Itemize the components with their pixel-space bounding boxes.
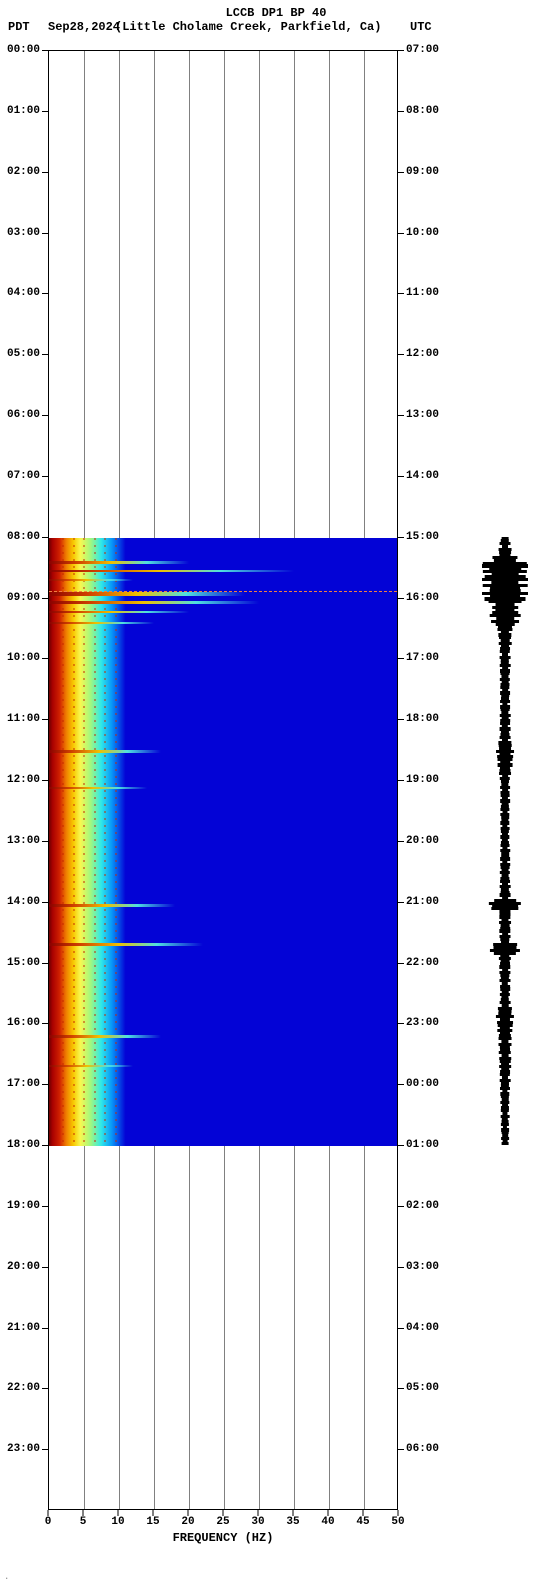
y-left-tick-label: 10:00	[7, 652, 40, 664]
y-right-tick-label: 05:00	[406, 1382, 439, 1394]
y-left-tick-label: 11:00	[7, 713, 40, 725]
y-left-tick-label: 00:00	[7, 44, 40, 56]
y-right-tick-label: 14:00	[406, 470, 439, 482]
y-right-tick-label: 06:00	[406, 1443, 439, 1455]
x-tick-label: 30	[251, 1516, 264, 1528]
y-right-tick-label: 15:00	[406, 531, 439, 543]
spectrogram-event-streak	[49, 592, 245, 596]
spectrogram-event-streak	[49, 601, 259, 604]
x-tick-label: 15	[146, 1516, 159, 1528]
y-left-tick-label: 21:00	[7, 1322, 40, 1334]
y-left-tick-label: 09:00	[7, 592, 40, 604]
y-right-tick-label: 16:00	[406, 592, 439, 604]
y-left-tick-label: 22:00	[7, 1382, 40, 1394]
spectrogram-event-streak	[49, 561, 189, 564]
y-right-tick-label: 09:00	[406, 166, 439, 178]
spectrogram-event-streak	[49, 1065, 133, 1067]
date-label: Sep28,2024	[48, 20, 120, 34]
y-left-tick-label: 13:00	[7, 835, 40, 847]
y-right-tick-label: 12:00	[406, 348, 439, 360]
location-label: (Little Cholame Creek, Parkfield, Ca)	[115, 20, 381, 34]
x-tick-label: 40	[321, 1516, 334, 1528]
y-left-tick-label: 20:00	[7, 1261, 40, 1273]
y-left-tick-label: 23:00	[7, 1443, 40, 1455]
x-tick-label: 35	[286, 1516, 299, 1528]
y-left-tick-label: 05:00	[7, 348, 40, 360]
y-left-tick-label: 18:00	[7, 1139, 40, 1151]
spectrogram-event-streak	[49, 1035, 161, 1038]
y-left-tick-label: 12:00	[7, 774, 40, 786]
y-right-tick-label: 13:00	[406, 409, 439, 421]
waveform-segment	[502, 1142, 509, 1145]
y-right-tick-label: 19:00	[406, 774, 439, 786]
footer-mark: .	[4, 1572, 9, 1582]
y-left-tick-label: 15:00	[7, 957, 40, 969]
y-left-tick-label: 17:00	[7, 1078, 40, 1090]
y-right-tick-label: 04:00	[406, 1322, 439, 1334]
spectrogram-dashed-line	[49, 591, 397, 592]
spectrogram-event-streak	[49, 750, 161, 753]
y-right-tick-label: 11:00	[406, 287, 439, 299]
y-right-tick-label: 18:00	[406, 713, 439, 725]
spectrogram-event-streak	[49, 943, 203, 946]
y-left-tick-label: 01:00	[7, 105, 40, 117]
x-axis-title: FREQUENCY (HZ)	[48, 1531, 398, 1545]
y-right-tick-label: 20:00	[406, 835, 439, 847]
y-right-tick-label: 01:00	[406, 1139, 439, 1151]
spectrogram-event-streak	[49, 611, 189, 613]
y-right-tick-label: 07:00	[406, 44, 439, 56]
spectrogram-event-streak	[49, 904, 175, 907]
spectrogram-event-streak	[49, 579, 133, 581]
y-left-tick-label: 04:00	[7, 287, 40, 299]
x-tick-label: 50	[391, 1516, 404, 1528]
x-tick-label: 0	[45, 1516, 52, 1528]
y-left-tick-label: 16:00	[7, 1017, 40, 1029]
x-tick-label: 25	[216, 1516, 229, 1528]
plot-area	[48, 50, 398, 1510]
x-tick-label: 5	[80, 1516, 87, 1528]
spectrogram-event-streak	[49, 787, 147, 789]
spectrogram-plot	[48, 50, 398, 1510]
spectrogram-event-streak	[49, 622, 154, 624]
y-left-tick-label: 06:00	[7, 409, 40, 421]
x-tick-label: 10	[111, 1516, 124, 1528]
chart-title-1: LCCB DP1 BP 40	[0, 6, 552, 20]
x-tick-label: 45	[356, 1516, 369, 1528]
y-right-tick-label: 08:00	[406, 105, 439, 117]
y-right-tick-label: 10:00	[406, 227, 439, 239]
y-right-tick-label: 02:00	[406, 1200, 439, 1212]
y-left-tick-label: 14:00	[7, 896, 40, 908]
tz-left-label: PDT	[8, 20, 30, 34]
y-right-tick-label: 21:00	[406, 896, 439, 908]
tz-right-label: UTC	[410, 20, 432, 34]
y-right-tick-label: 22:00	[406, 957, 439, 969]
y-left-tick-label: 07:00	[7, 470, 40, 482]
y-left-tick-label: 02:00	[7, 166, 40, 178]
y-right-tick-label: 03:00	[406, 1261, 439, 1273]
y-left-tick-label: 19:00	[7, 1200, 40, 1212]
y-left-tick-label: 08:00	[7, 531, 40, 543]
spectrogram-event-streak	[49, 570, 294, 572]
y-right-tick-label: 17:00	[406, 652, 439, 664]
y-right-tick-label: 23:00	[406, 1017, 439, 1029]
spectrogram-data-region	[49, 538, 397, 1146]
y-left-tick-label: 03:00	[7, 227, 40, 239]
y-right-tick-label: 00:00	[406, 1078, 439, 1090]
waveform-trace	[482, 50, 528, 1510]
x-tick-label: 20	[181, 1516, 194, 1528]
